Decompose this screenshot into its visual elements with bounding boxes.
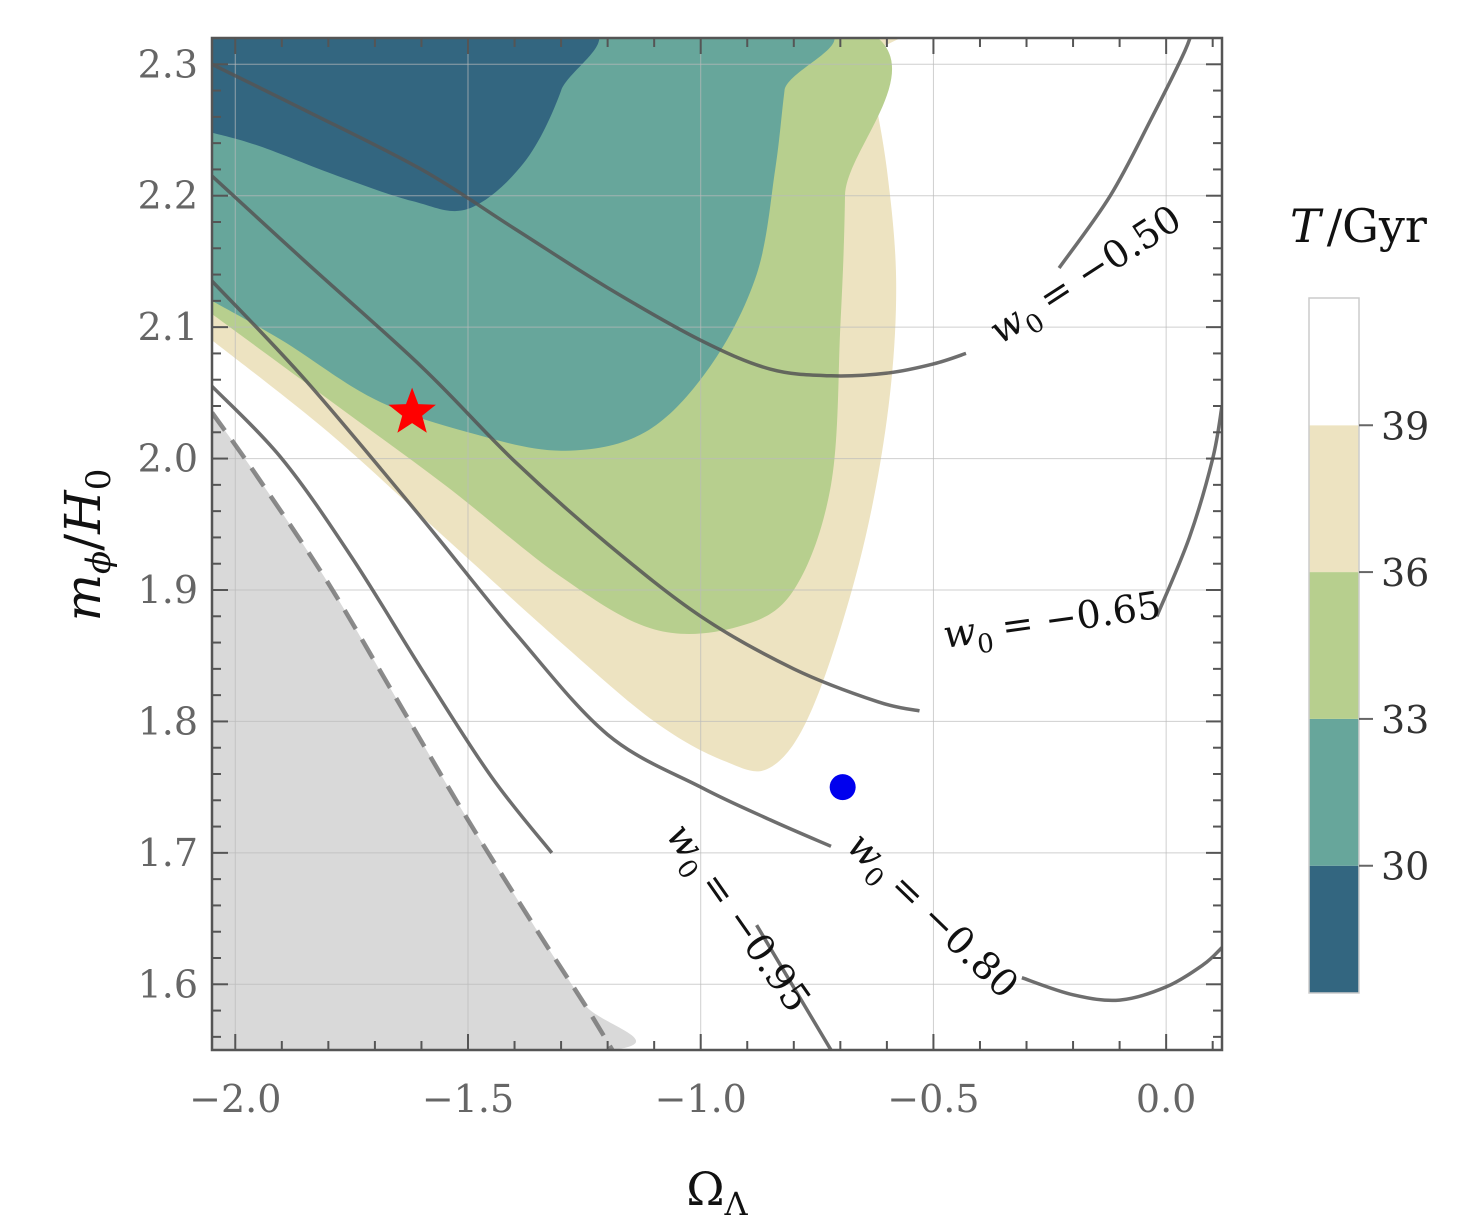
contour-line: [212, 385, 554, 854]
region-t-30-gyr: [212, 38, 600, 212]
y-axis-label: mϕ/H0: [54, 469, 119, 622]
y-tick-label: 2.3: [138, 42, 198, 86]
colorbar-band: [1309, 298, 1359, 426]
colorbar-ticks: 30 33 36 39: [1359, 404, 1429, 889]
x-tick-label: −2.0: [189, 1077, 281, 1121]
marker-circle: [829, 774, 856, 801]
axis-ticks: [212, 37, 1222, 1050]
x-tick-label: −1.0: [655, 1077, 747, 1121]
colorbar-frame: [1308, 297, 1360, 994]
colorbar-band: [1309, 865, 1359, 993]
colorbar: T/Gyr 30 33 36 39: [1290, 199, 1429, 994]
colorbar-title: T/Gyr: [1290, 199, 1427, 253]
plot-area: w0= −0.50 w0= −0.65 w0= −0.80 w0= −0.95 …: [138, 36, 1224, 1121]
colorbar-tick-label: 36: [1381, 551, 1429, 595]
colorbar-tick-label: 39: [1381, 404, 1429, 448]
x-tick-label: −0.5: [887, 1077, 979, 1121]
contour-line: [212, 174, 920, 713]
marker-star: [388, 387, 436, 433]
y-tick-labels: 1.6 1.7 1.8 1.9 2.0 2.1 2.2 2.3: [138, 42, 198, 1006]
colorbar-bands: [1309, 298, 1359, 993]
colorbar-tick-label: 33: [1381, 698, 1429, 742]
region-excluded: [212, 412, 636, 1050]
y-tick-label: 1.7: [138, 831, 198, 875]
y-tick-label: 2.2: [138, 174, 198, 218]
y-tick-label: 2.0: [138, 437, 198, 481]
x-tick-label: −1.5: [422, 1077, 514, 1121]
colorbar-band: [1309, 425, 1359, 573]
contour-line: [755, 924, 833, 1050]
colorbar-band: [1309, 572, 1359, 719]
x-tick-label: 0.0: [1136, 1077, 1196, 1121]
contour-line: [212, 411, 615, 1050]
x-axis-label: ΩΛ: [686, 1162, 748, 1223]
contour-line: [212, 279, 832, 848]
colorbar-tick-label: 30: [1381, 845, 1429, 889]
y-tick-label: 1.9: [138, 568, 198, 612]
contour-line: [212, 62, 967, 378]
contour-line: [1021, 946, 1222, 1003]
y-tick-label: 2.1: [138, 305, 198, 349]
y-tick-label: 1.6: [138, 962, 198, 1006]
grid-lines: [212, 38, 1222, 1050]
y-tick-label: 1.8: [138, 699, 198, 743]
colorbar-band: [1309, 718, 1359, 866]
plot-frame: [210, 36, 1224, 1052]
x-tick-labels: −2.0 −1.5 −1.0 −0.5 0.0: [189, 1077, 1196, 1121]
markers: [388, 387, 856, 801]
contour-line: [1057, 38, 1192, 270]
